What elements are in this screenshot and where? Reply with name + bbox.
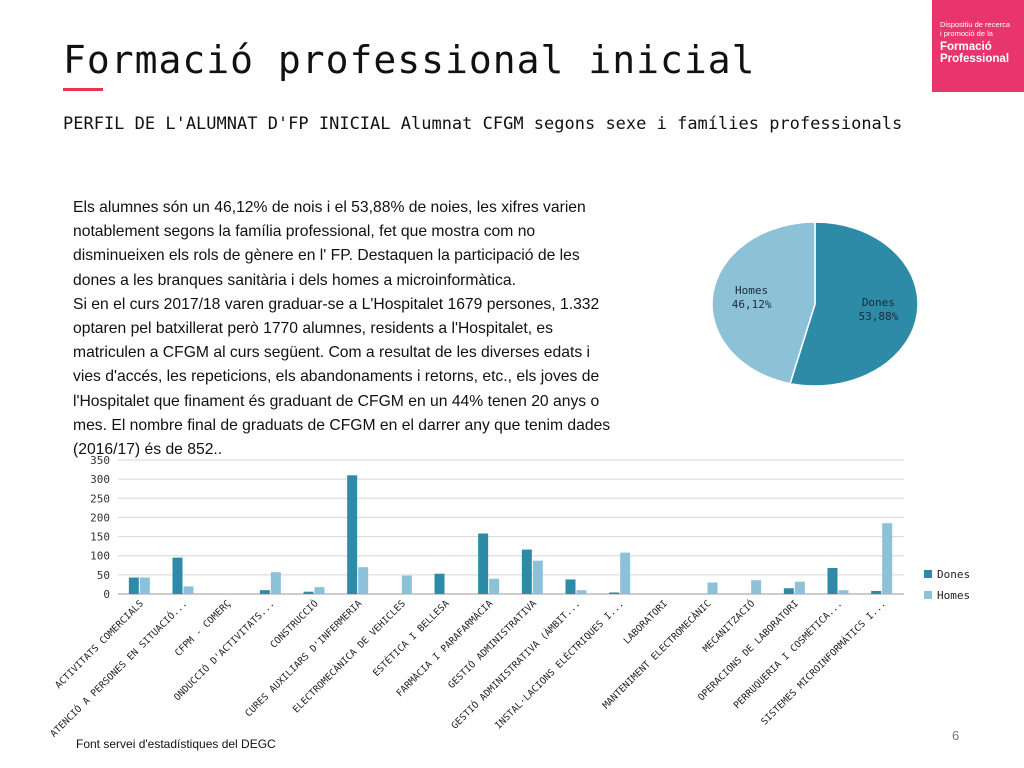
logo-line-2: i promoció de la xyxy=(940,29,993,38)
legend-swatch-homes xyxy=(924,591,932,599)
y-tick-label: 250 xyxy=(90,492,110,505)
title-accent-bar xyxy=(63,88,103,91)
pie-slice-dones xyxy=(789,221,919,387)
bar-homes xyxy=(751,580,762,594)
legend-label-dones: Dones xyxy=(937,568,970,581)
bar-homes xyxy=(270,572,281,594)
slide-title: Formació professional inicial xyxy=(63,38,756,82)
bar-dones xyxy=(434,573,445,594)
bar-dones xyxy=(259,590,270,594)
bar-dones xyxy=(478,533,489,594)
bar-homes xyxy=(576,590,587,594)
bar-homes xyxy=(183,586,194,594)
bar-dones xyxy=(783,588,794,594)
y-tick-label: 0 xyxy=(103,588,110,601)
pie-slice-homes xyxy=(711,221,816,385)
slide-subtitle: PERFIL DE L'ALUMNAT D'FP INICIAL Alumnat… xyxy=(63,114,903,134)
logo-line-1: Dispositiu de recerca xyxy=(940,20,1011,29)
pie-label-homes: Homes xyxy=(735,284,768,297)
legend-swatch-dones xyxy=(924,570,932,578)
bar-homes xyxy=(794,581,805,594)
body-paragraph-2: Si en el curs 2017/18 varen graduar-se a… xyxy=(73,295,611,459)
bar-homes xyxy=(838,590,849,594)
bar-dones xyxy=(347,475,358,594)
logo-line-4: Professional xyxy=(940,53,1010,65)
x-tick-label: ESTÈTICA I BELLESA xyxy=(370,597,451,678)
bar-homes xyxy=(882,523,893,594)
y-tick-label: 300 xyxy=(90,473,110,486)
y-tick-label: 350 xyxy=(90,454,110,467)
x-tick-label: LABORATORI xyxy=(622,598,670,646)
bar-homes xyxy=(707,582,718,594)
logo-line-3: Formació xyxy=(940,41,992,53)
bar-homes xyxy=(314,587,325,594)
bar-dones xyxy=(128,577,139,594)
bar-dones xyxy=(303,591,314,594)
bar-homes xyxy=(358,567,369,594)
pie-label-dones: Dones xyxy=(862,296,895,309)
bar-homes xyxy=(489,578,500,594)
bar-dones xyxy=(172,557,183,594)
y-tick-label: 150 xyxy=(90,531,110,544)
pie-value-homes: 46,12% xyxy=(732,298,772,311)
y-tick-label: 200 xyxy=(90,511,110,524)
bar-dones xyxy=(609,592,620,594)
families-bar-chart: 0 50 100 150 200 250 300 350 ACTIVITATS COMERCIA… xyxy=(48,454,970,740)
bar-homes xyxy=(620,552,631,594)
bar-dones xyxy=(871,590,882,594)
y-tick-label: 50 xyxy=(97,569,110,582)
bar-dones xyxy=(565,579,576,594)
x-tick-label: ACTIVITATS COMERCIALS xyxy=(53,598,146,691)
bar-homes xyxy=(532,560,543,594)
brand-logo: Dispositiu de recerca i promoció de la F… xyxy=(932,0,1024,92)
body-paragraph-1: Els alumnes són un 46,12% de nois i el 5… xyxy=(73,199,586,289)
pie-value-dones: 53,88% xyxy=(859,310,899,323)
bar-dones xyxy=(827,567,838,594)
x-tick-label: GESTIÓ ADMINISTRATIVA xyxy=(446,597,540,691)
source-note: Font servei d'estadístiques del DEGC xyxy=(76,737,276,751)
bar-homes xyxy=(139,577,150,594)
legend-label-homes: Homes xyxy=(937,589,970,602)
bar-dones xyxy=(521,549,532,594)
body-text: Els alumnes són un 46,12% de nois i el 5… xyxy=(73,196,613,462)
page-number: 6 xyxy=(952,728,960,743)
y-tick-label: 100 xyxy=(90,550,110,563)
bar-homes xyxy=(401,575,412,594)
